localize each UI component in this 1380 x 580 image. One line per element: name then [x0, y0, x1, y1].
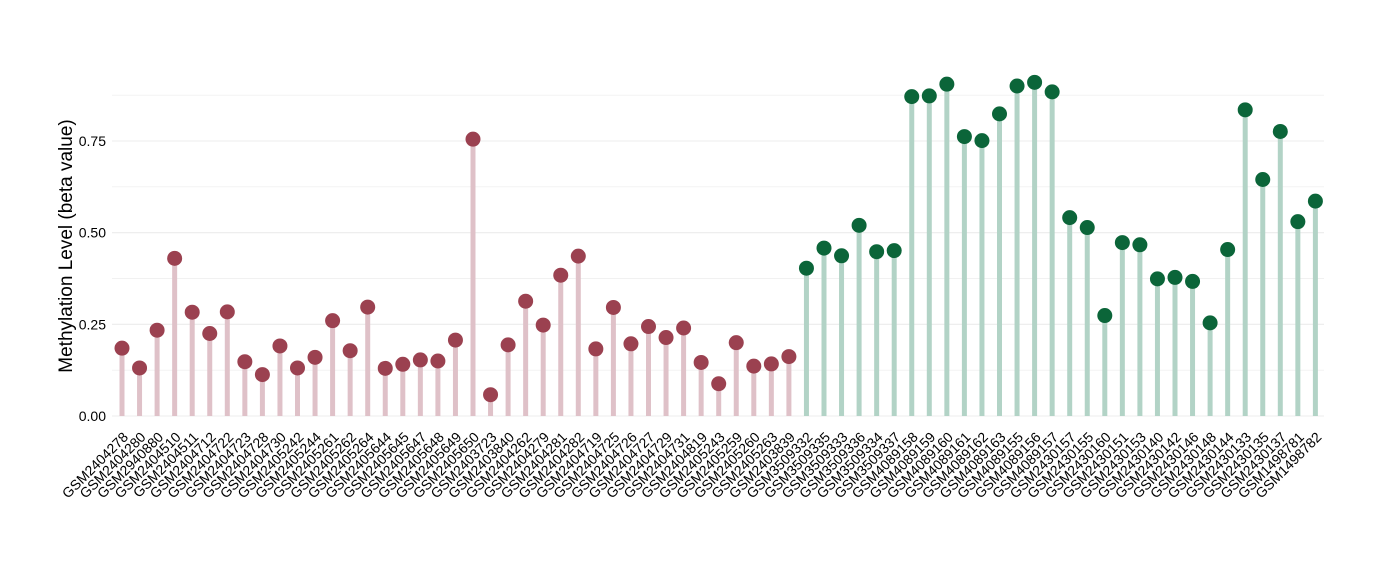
y-tick-label: 0.25 — [79, 316, 106, 332]
data-point — [1044, 84, 1060, 100]
data-point — [1132, 237, 1148, 253]
data-point — [132, 360, 148, 376]
data-point — [1114, 235, 1130, 251]
data-point — [623, 336, 639, 352]
data-point — [1290, 214, 1306, 230]
data-point — [834, 248, 850, 264]
data-point — [553, 267, 569, 283]
data-point — [641, 319, 656, 335]
data-point — [693, 354, 709, 370]
stem-layer — [119, 82, 1318, 416]
data-point — [184, 304, 200, 320]
data-point — [956, 129, 972, 145]
data-point — [1079, 220, 1095, 236]
data-point — [992, 106, 1007, 122]
data-point — [535, 317, 551, 333]
data-point — [1307, 193, 1323, 209]
data-point — [412, 352, 428, 368]
y-tick-label: 0.50 — [79, 225, 106, 241]
data-point — [202, 326, 218, 341]
data-point — [1009, 78, 1025, 94]
data-point — [342, 343, 358, 359]
data-point — [939, 76, 955, 92]
data-point — [360, 299, 376, 315]
data-point — [447, 332, 463, 348]
data-point — [1237, 102, 1253, 118]
data-point — [307, 349, 323, 365]
data-point — [1167, 269, 1183, 285]
data-point — [500, 337, 516, 353]
data-point — [676, 320, 692, 336]
data-point — [254, 367, 270, 383]
data-point — [430, 353, 446, 369]
data-point — [1255, 172, 1271, 187]
data-point — [921, 88, 937, 104]
data-point — [114, 340, 130, 356]
data-point — [325, 313, 341, 329]
data-point — [1149, 271, 1165, 287]
data-point — [763, 356, 779, 372]
data-point — [605, 299, 621, 315]
data-point — [167, 250, 183, 266]
data-point — [1097, 308, 1113, 324]
data-point — [904, 89, 920, 105]
x-axis-ticks: GSM2404278GSM2404280GSM2940880GSM2404510… — [59, 429, 1325, 502]
data-point — [798, 260, 814, 276]
data-point — [1062, 210, 1078, 226]
data-point — [377, 360, 393, 376]
data-point — [1185, 273, 1201, 289]
point-layer — [114, 74, 1323, 403]
data-point — [851, 217, 867, 233]
data-point — [518, 293, 534, 309]
y-tick-label: 0.00 — [79, 408, 106, 424]
y-axis-ticks: 0.00 0.25 0.50 0.75 — [79, 133, 106, 424]
data-point — [1027, 74, 1043, 90]
data-point — [816, 240, 832, 256]
data-point — [728, 335, 744, 351]
data-point — [974, 133, 990, 149]
data-point — [1272, 123, 1288, 139]
data-point — [272, 338, 288, 354]
data-point — [711, 376, 727, 392]
data-point — [465, 131, 481, 147]
data-point — [746, 358, 762, 374]
data-point — [1220, 242, 1236, 258]
y-tick-label: 0.75 — [79, 133, 106, 149]
data-point — [886, 243, 902, 259]
data-point — [1202, 315, 1218, 331]
data-point — [237, 354, 253, 370]
data-point — [395, 356, 411, 372]
data-point — [869, 244, 885, 260]
data-point — [781, 349, 797, 365]
data-point — [483, 387, 499, 403]
data-point — [149, 322, 165, 338]
data-point — [219, 304, 235, 320]
data-point — [588, 341, 604, 357]
y-axis-title: Methylation Level (beta value) — [56, 119, 77, 372]
data-point — [570, 248, 586, 264]
data-point — [658, 330, 674, 346]
data-point — [290, 360, 305, 376]
